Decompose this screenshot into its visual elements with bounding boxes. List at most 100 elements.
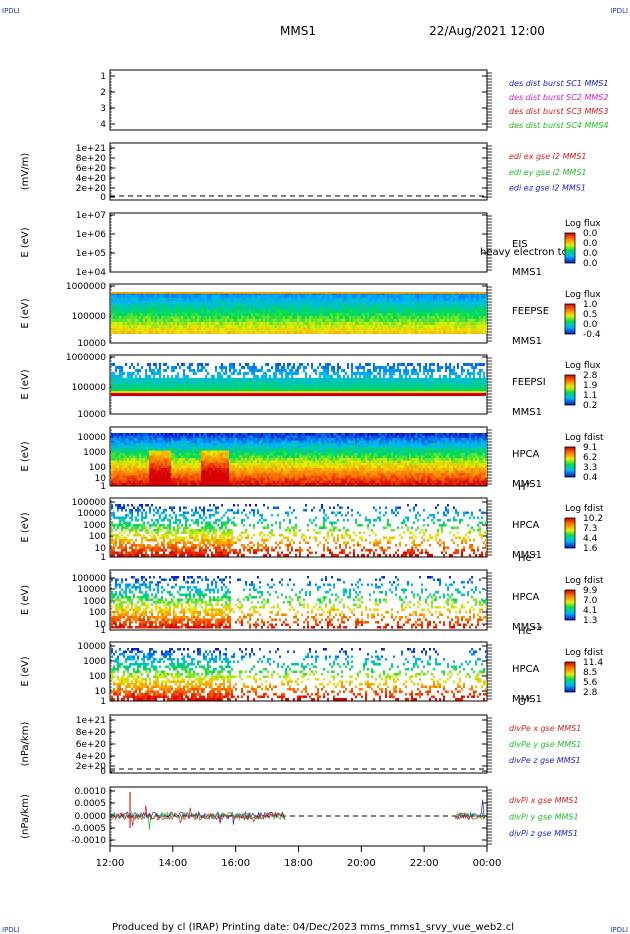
spectrogram-cell xyxy=(141,384,143,387)
spectrogram-cell xyxy=(291,307,293,310)
spectrogram-cell xyxy=(289,384,291,387)
spectrogram-cell xyxy=(417,375,419,378)
spectrogram-cell xyxy=(439,295,441,298)
spectrogram-cell xyxy=(279,325,281,328)
spectrogram-cell xyxy=(345,331,347,334)
spectrogram-cell xyxy=(329,304,331,307)
spectrogram-cell xyxy=(455,381,457,384)
spectrogram-cell xyxy=(147,331,149,334)
spectrogram-cell xyxy=(145,369,147,372)
spectrogram-cell xyxy=(245,331,247,334)
spectrogram-cell xyxy=(391,304,393,307)
spectrogram-cell xyxy=(379,301,381,304)
spectrogram-cell xyxy=(475,295,477,298)
overlay-label: heavy electron to xyxy=(480,247,568,258)
spectrogram-cell xyxy=(173,301,175,304)
spectrogram-cell xyxy=(159,378,161,381)
spectrogram-cell xyxy=(163,458,165,461)
spectrogram-cell xyxy=(349,331,351,334)
spectrogram-cell xyxy=(455,322,457,325)
spectrogram-cell xyxy=(205,325,207,328)
spectrogram-cell xyxy=(137,301,139,304)
spectrogram-cell xyxy=(185,384,187,387)
spectrogram-cell xyxy=(201,310,203,313)
spectrogram-cell xyxy=(469,310,471,313)
spectrogram-cell xyxy=(409,322,411,325)
spectrogram-cell xyxy=(337,316,339,319)
spectrogram-cell xyxy=(161,468,163,471)
spectrogram-cell xyxy=(149,301,151,304)
spectrogram-cell xyxy=(325,310,327,313)
spectrogram-cell xyxy=(459,316,461,319)
spectrogram-cell xyxy=(135,325,137,328)
spectrogram-cell xyxy=(259,387,261,390)
spectrogram-cell xyxy=(351,381,353,384)
spectrogram-cell xyxy=(339,307,341,310)
spectrogram-cell xyxy=(443,381,445,384)
spectrogram-cell xyxy=(391,375,393,378)
spectrogram-cell xyxy=(133,328,135,331)
spectrogram-cell xyxy=(139,328,141,331)
spectrogram-cell xyxy=(137,298,139,301)
spectrogram-cell xyxy=(243,316,245,319)
spectrogram-cell xyxy=(397,295,399,298)
spectrogram-cell xyxy=(363,387,365,390)
spectrogram-cell xyxy=(347,301,349,304)
spectrogram-cell xyxy=(479,381,481,384)
spectrogram-cell xyxy=(241,328,243,331)
spectrogram-cell xyxy=(175,313,177,316)
y-tick-label: 100000 xyxy=(72,312,107,322)
spectrogram-cell xyxy=(471,319,473,322)
spectrogram-cell xyxy=(153,295,155,298)
spectrogram-cell xyxy=(121,310,123,313)
spectrogram-cell xyxy=(309,295,311,298)
spectrogram-cell xyxy=(305,304,307,307)
spectrogram-cell xyxy=(453,328,455,331)
spectrogram-cell xyxy=(387,319,389,322)
spectrogram-cell xyxy=(291,295,293,298)
spectrogram-cell xyxy=(297,307,299,310)
spectrogram-cell xyxy=(315,369,317,372)
spectrogram-cell xyxy=(143,435,145,438)
spectrogram-cell xyxy=(185,378,187,381)
spectrogram-cell xyxy=(209,301,211,304)
spectrogram-cell xyxy=(257,378,259,381)
spectrogram-cell xyxy=(215,310,217,313)
spectrogram-cell xyxy=(239,384,241,387)
legend-entry: des dist burst SC3 MMS3 xyxy=(509,107,608,116)
spectrogram-cell xyxy=(135,322,137,325)
spectrogram-cell xyxy=(151,453,153,456)
spectrogram-cell xyxy=(343,387,345,390)
spectrogram-cell xyxy=(183,325,185,328)
spectrogram-cell xyxy=(407,310,409,313)
spectrogram-cell xyxy=(187,316,189,319)
spectrogram-cell xyxy=(429,325,431,328)
spectrogram-cell xyxy=(401,319,403,322)
spectrogram-cell xyxy=(157,440,159,443)
spectrogram-cell xyxy=(273,378,275,381)
spectrogram-cell xyxy=(297,387,299,390)
spectrogram-cell xyxy=(415,381,417,384)
spectrogram-cell xyxy=(125,313,127,316)
spectrogram-cell xyxy=(421,319,423,322)
spectrogram-cell xyxy=(367,363,369,366)
spectrogram-cell xyxy=(117,483,119,486)
spectrogram-cell xyxy=(351,325,353,328)
spectrogram-cell xyxy=(307,316,309,319)
spectrogram-cell xyxy=(361,384,363,387)
spectrogram-cell xyxy=(125,363,127,366)
spectrogram-cell xyxy=(373,316,375,319)
spectrogram-cell xyxy=(175,366,177,369)
spectrogram-cell xyxy=(163,325,165,328)
spectrogram-cell xyxy=(281,310,283,313)
spectrogram-cell xyxy=(391,319,393,322)
spectrogram-cell xyxy=(125,328,127,331)
spectrogram-cell xyxy=(189,310,191,313)
spectrogram-cell xyxy=(367,313,369,316)
spectrogram-cell xyxy=(425,322,427,325)
spectrogram-cell xyxy=(111,463,113,466)
spectrogram-cell xyxy=(265,331,267,334)
spectrogram-cell xyxy=(127,381,129,384)
spectrogram-cell xyxy=(329,381,331,384)
spectrogram-cell xyxy=(145,453,147,456)
